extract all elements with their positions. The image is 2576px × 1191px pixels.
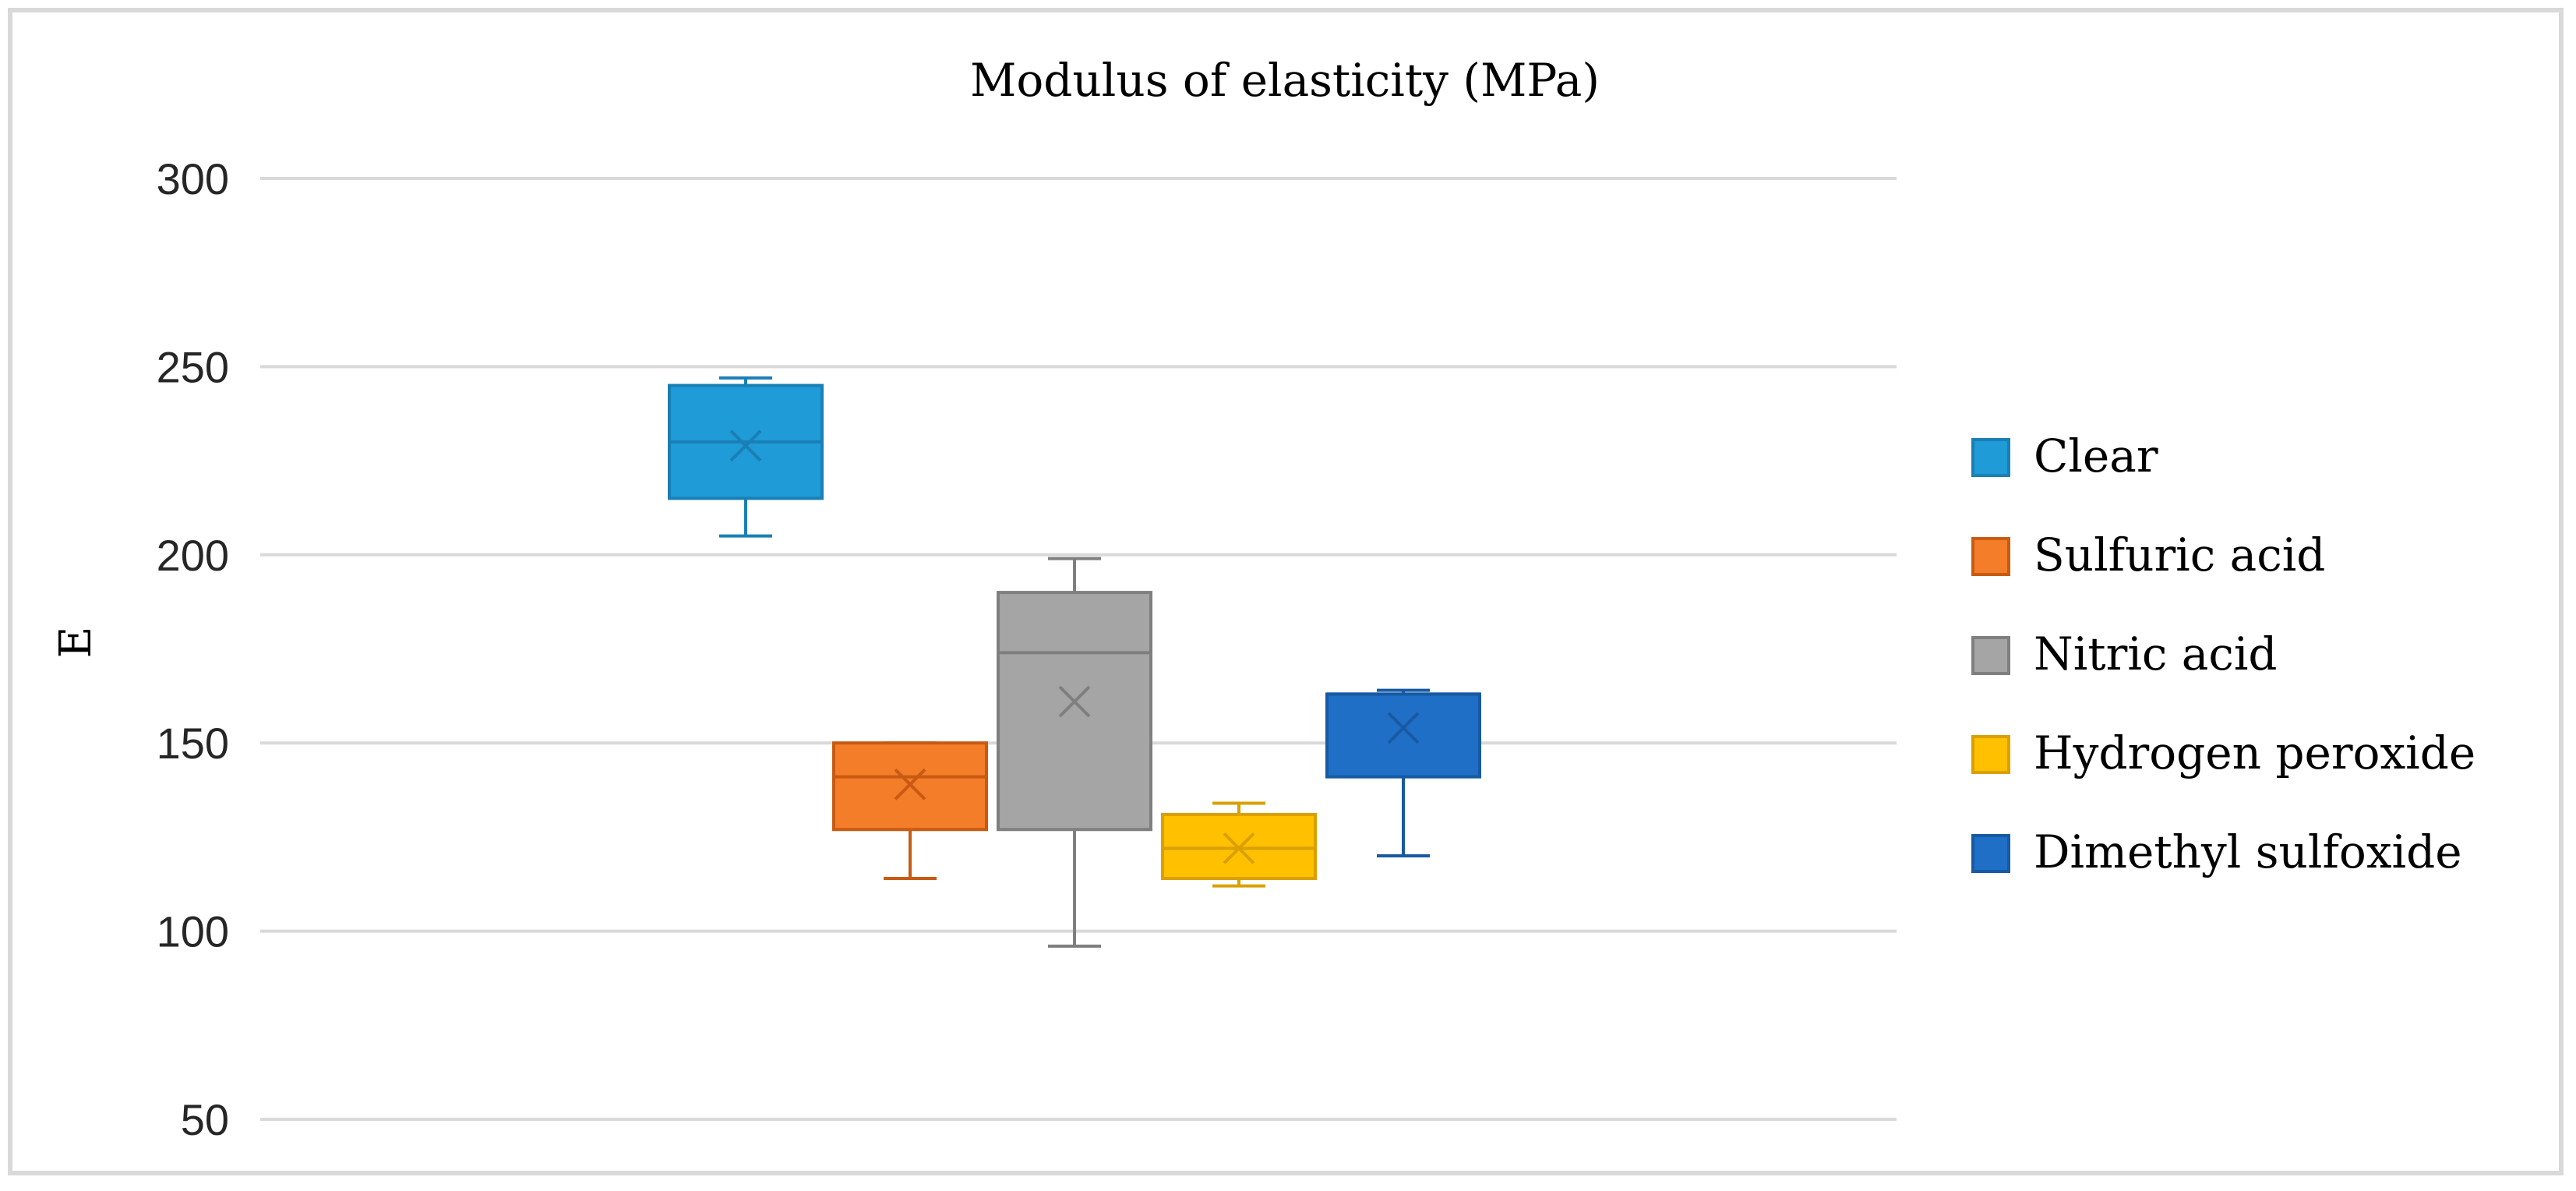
legend-item: Hydrogen peroxide — [1971, 726, 2475, 779]
y-tick-label: 300 — [157, 154, 229, 203]
legend-item: Clear — [1971, 429, 2158, 482]
box-clear — [668, 376, 824, 538]
y-tick-label: 250 — [157, 342, 229, 391]
box-hydrogen-peroxide — [1161, 801, 1317, 888]
legend-label: Dimethyl sulfoxide — [2034, 825, 2462, 878]
legend-swatch — [1971, 537, 2010, 576]
mean-marker — [1223, 832, 1255, 864]
y-tick-label: 50 — [181, 1095, 229, 1144]
legend-item: Sulfuric acid — [1971, 528, 2325, 581]
chart-title: Modulus of elasticity (MPa) — [970, 54, 1600, 107]
legend-swatch — [1971, 636, 2010, 675]
mean-marker — [1387, 712, 1420, 744]
box-dimethyl-sulfoxide — [1325, 688, 1481, 858]
legend-item: Nitric acid — [1971, 627, 2278, 680]
box-iqr — [997, 591, 1152, 832]
box-sulfuric-acid — [832, 741, 988, 881]
box-iqr — [1325, 692, 1481, 779]
chart-frame: Modulus of elasticity (MPa) 50 100 150 200 2… — [8, 8, 2564, 1175]
legend: Clear Sulfuric acid Nitric acid Hydrogen pe… — [1971, 429, 2475, 878]
y-tick-label: 200 — [157, 531, 229, 580]
legend-swatch — [1971, 438, 2010, 477]
legend-item: Dimethyl sulfoxide — [1971, 825, 2462, 878]
y-axis-ticks: 50 100 150 200 250 300 — [157, 154, 229, 1144]
y-tick-label: 100 — [157, 907, 229, 956]
legend-label: Clear — [2034, 429, 2158, 482]
box-series-layer — [668, 376, 1481, 948]
y-axis-label: E — [51, 627, 101, 659]
legend-label: Nitric acid — [2034, 627, 2278, 680]
mean-marker — [894, 768, 926, 800]
legend-label: Hydrogen peroxide — [2034, 726, 2475, 779]
legend-swatch — [1971, 834, 2010, 873]
legend-swatch — [1971, 735, 2010, 774]
mean-marker — [729, 429, 762, 462]
box-nitric-acid — [997, 557, 1152, 948]
mean-marker — [1058, 685, 1091, 718]
y-tick-label: 150 — [157, 719, 229, 768]
box-plot-chart: Modulus of elasticity (MPa) 50 100 150 200 2… — [51, 54, 2475, 1144]
legend-label: Sulfuric acid — [2034, 528, 2325, 581]
